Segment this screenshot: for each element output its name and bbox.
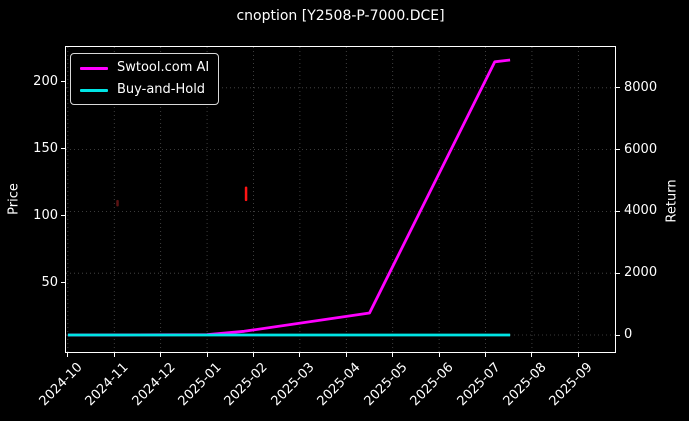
- legend-line-swatch: [80, 88, 108, 92]
- y-tick-mark-right: [616, 210, 620, 212]
- x-tick-mark: [113, 353, 115, 357]
- y-tick-mark-right: [616, 334, 620, 336]
- x-tick-label: 2025-07: [454, 360, 504, 410]
- x-tick-label: 2025-01: [175, 360, 225, 410]
- legend-label: Swtool.com AI: [117, 60, 210, 75]
- x-tick-label: 2024-11: [82, 360, 132, 410]
- y-tick-mark-left: [61, 282, 65, 284]
- x-tick-mark: [160, 353, 162, 357]
- y-tick-mark-left: [61, 81, 65, 83]
- x-tick-label: 2025-09: [546, 360, 596, 410]
- x-tick-label: 2025-06: [407, 360, 457, 410]
- y-tick-label-left: 200: [33, 73, 58, 89]
- x-tick-mark: [345, 353, 347, 357]
- y-tick-mark-left: [61, 215, 65, 217]
- y-tick-label-right: 8000: [624, 79, 658, 95]
- x-tick-label: 2024-12: [129, 360, 179, 410]
- x-tick-label: 2025-05: [361, 360, 411, 410]
- legend-line-swatch: [80, 66, 108, 70]
- x-tick-mark: [299, 353, 301, 357]
- x-tick-mark: [392, 353, 394, 357]
- x-tick-label: 2024-10: [36, 360, 86, 410]
- y-tick-label-left: 50: [41, 274, 58, 290]
- x-tick-mark: [531, 353, 533, 357]
- legend-item: Buy-and-Hold: [80, 81, 209, 99]
- y-tick-label-right: 2000: [624, 265, 658, 281]
- x-tick-mark: [67, 353, 69, 357]
- y-tick-label-right: 0: [624, 327, 633, 342]
- y-tick-label-right: 6000: [624, 141, 658, 157]
- x-tick-mark: [485, 353, 487, 357]
- y-axis-label-right: Return: [664, 179, 680, 223]
- chart-title: cnoption [Y2508-P-7000.DCE]: [236, 8, 445, 24]
- y-tick-mark-right: [616, 149, 620, 151]
- y-tick-mark-right: [616, 87, 620, 89]
- y-tick-mark-left: [61, 148, 65, 150]
- x-tick-label: 2025-08: [500, 360, 550, 410]
- y-tick-label-right: 4000: [624, 203, 658, 219]
- x-tick-mark: [438, 353, 440, 357]
- y-tick-label-left: 150: [33, 140, 58, 156]
- x-tick-mark: [577, 353, 579, 357]
- x-tick-label: 2025-03: [268, 360, 318, 410]
- legend-label: Buy-and-Hold: [117, 82, 206, 97]
- y-tick-mark-right: [616, 272, 620, 274]
- x-tick-mark: [206, 353, 208, 357]
- y-tick-label-left: 100: [33, 207, 58, 223]
- plot-canvas: [66, 47, 615, 352]
- x-tick-label: 2025-02: [222, 360, 272, 410]
- x-tick-mark: [252, 353, 254, 357]
- x-tick-label: 2025-04: [314, 360, 364, 410]
- legend: Swtool.com AI Buy-and-Hold: [70, 53, 220, 105]
- legend-item: Swtool.com AI: [80, 59, 209, 77]
